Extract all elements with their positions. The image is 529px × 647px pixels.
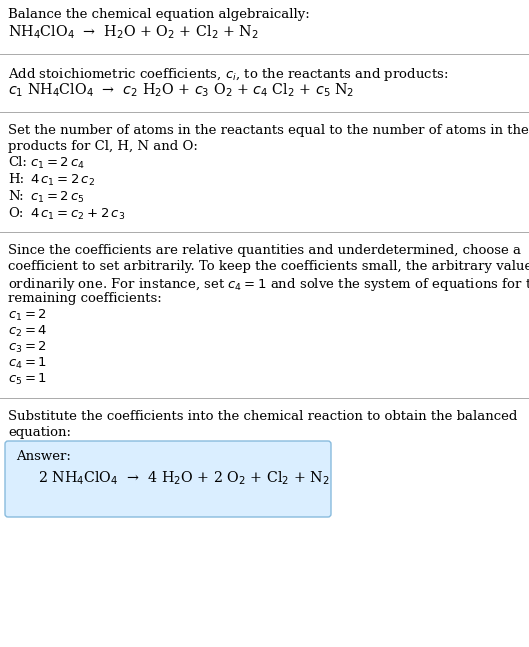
Text: Since the coefficients are relative quantities and underdetermined, choose a: Since the coefficients are relative quan…: [8, 244, 521, 257]
Text: $c_2 = 4$: $c_2 = 4$: [8, 324, 48, 339]
Text: ordinarily one. For instance, set $c_4 = 1$ and solve the system of equations fo: ordinarily one. For instance, set $c_4 =…: [8, 276, 529, 293]
Text: Add stoichiometric coefficients, $c_i$, to the reactants and products:: Add stoichiometric coefficients, $c_i$, …: [8, 66, 449, 83]
Text: coefficient to set arbitrarily. To keep the coefficients small, the arbitrary va: coefficient to set arbitrarily. To keep …: [8, 260, 529, 273]
Text: $c_1 = 2$: $c_1 = 2$: [8, 308, 47, 323]
Text: NH$_4$ClO$_4$  →  H$_2$O + O$_2$ + Cl$_2$ + N$_2$: NH$_4$ClO$_4$ → H$_2$O + O$_2$ + Cl$_2$ …: [8, 24, 259, 41]
Text: Set the number of atoms in the reactants equal to the number of atoms in the: Set the number of atoms in the reactants…: [8, 124, 529, 137]
Text: $c_1$ NH$_4$ClO$_4$  →  $c_2$ H$_2$O + $c_3$ O$_2$ + $c_4$ Cl$_2$ + $c_5$ N$_2$: $c_1$ NH$_4$ClO$_4$ → $c_2$ H$_2$O + $c_…: [8, 82, 354, 100]
Text: $4\,c_1 = c_2 + 2\,c_3$: $4\,c_1 = c_2 + 2\,c_3$: [30, 207, 125, 222]
Text: products for Cl, H, N and O:: products for Cl, H, N and O:: [8, 140, 198, 153]
Text: remaining coefficients:: remaining coefficients:: [8, 292, 162, 305]
Text: Balance the chemical equation algebraically:: Balance the chemical equation algebraica…: [8, 8, 310, 21]
Text: 2 NH$_4$ClO$_4$  →  4 H$_2$O + 2 O$_2$ + Cl$_2$ + N$_2$: 2 NH$_4$ClO$_4$ → 4 H$_2$O + 2 O$_2$ + C…: [38, 470, 330, 487]
Text: $c_5 = 1$: $c_5 = 1$: [8, 372, 47, 387]
Text: $c_3 = 2$: $c_3 = 2$: [8, 340, 47, 355]
Text: O:: O:: [8, 207, 23, 220]
Text: H:: H:: [8, 173, 24, 186]
Text: $c_1 = 2\,c_4$: $c_1 = 2\,c_4$: [30, 156, 85, 171]
Text: $c_1 = 2\,c_5$: $c_1 = 2\,c_5$: [30, 190, 85, 205]
Text: Substitute the coefficients into the chemical reaction to obtain the balanced: Substitute the coefficients into the che…: [8, 410, 517, 423]
Text: $c_4 = 1$: $c_4 = 1$: [8, 356, 47, 371]
FancyBboxPatch shape: [5, 441, 331, 517]
Text: Answer:: Answer:: [16, 450, 71, 463]
Text: $4\,c_1 = 2\,c_2$: $4\,c_1 = 2\,c_2$: [30, 173, 95, 188]
Text: equation:: equation:: [8, 426, 71, 439]
Text: Cl:: Cl:: [8, 156, 27, 169]
Text: N:: N:: [8, 190, 24, 203]
